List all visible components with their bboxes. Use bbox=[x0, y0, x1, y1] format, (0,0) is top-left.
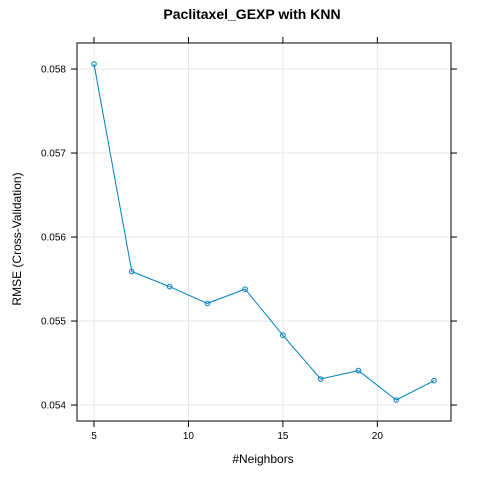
series-line bbox=[93, 63, 435, 401]
x-tick-label: 20 bbox=[372, 431, 384, 442]
series-layer bbox=[91, 61, 437, 403]
x-tick-label: 15 bbox=[277, 431, 289, 442]
data-point bbox=[204, 300, 211, 307]
y-tick-label: 0.058 bbox=[41, 65, 66, 76]
grid bbox=[77, 43, 451, 421]
x-tick-label: 10 bbox=[183, 431, 195, 442]
data-point bbox=[166, 283, 173, 290]
data-point bbox=[393, 397, 400, 403]
x-tick-label: 5 bbox=[91, 431, 97, 442]
y-tick-label: 0.055 bbox=[41, 317, 66, 328]
axis-ticks bbox=[71, 37, 457, 427]
chart-title: Paclitaxel_GEXP with KNN bbox=[163, 6, 340, 22]
x-axis-label: #Neighbors bbox=[232, 452, 293, 466]
y-tick-label: 0.057 bbox=[41, 149, 66, 160]
tick-labels: 5 10 15 20 0.054 0.055 0.056 0.057 0.058 bbox=[41, 65, 383, 442]
data-point bbox=[317, 376, 324, 382]
data-point bbox=[242, 286, 248, 292]
plot-frame bbox=[76, 42, 452, 422]
y-tick-label: 0.054 bbox=[41, 401, 66, 412]
data-point bbox=[91, 61, 97, 67]
y-axis-label: RMSE (Cross-Validation) bbox=[10, 172, 24, 305]
y-tick-label: 0.056 bbox=[41, 233, 66, 244]
data-point bbox=[431, 377, 437, 384]
data-point bbox=[280, 332, 286, 339]
data-point bbox=[355, 367, 362, 374]
data-point bbox=[128, 268, 135, 275]
